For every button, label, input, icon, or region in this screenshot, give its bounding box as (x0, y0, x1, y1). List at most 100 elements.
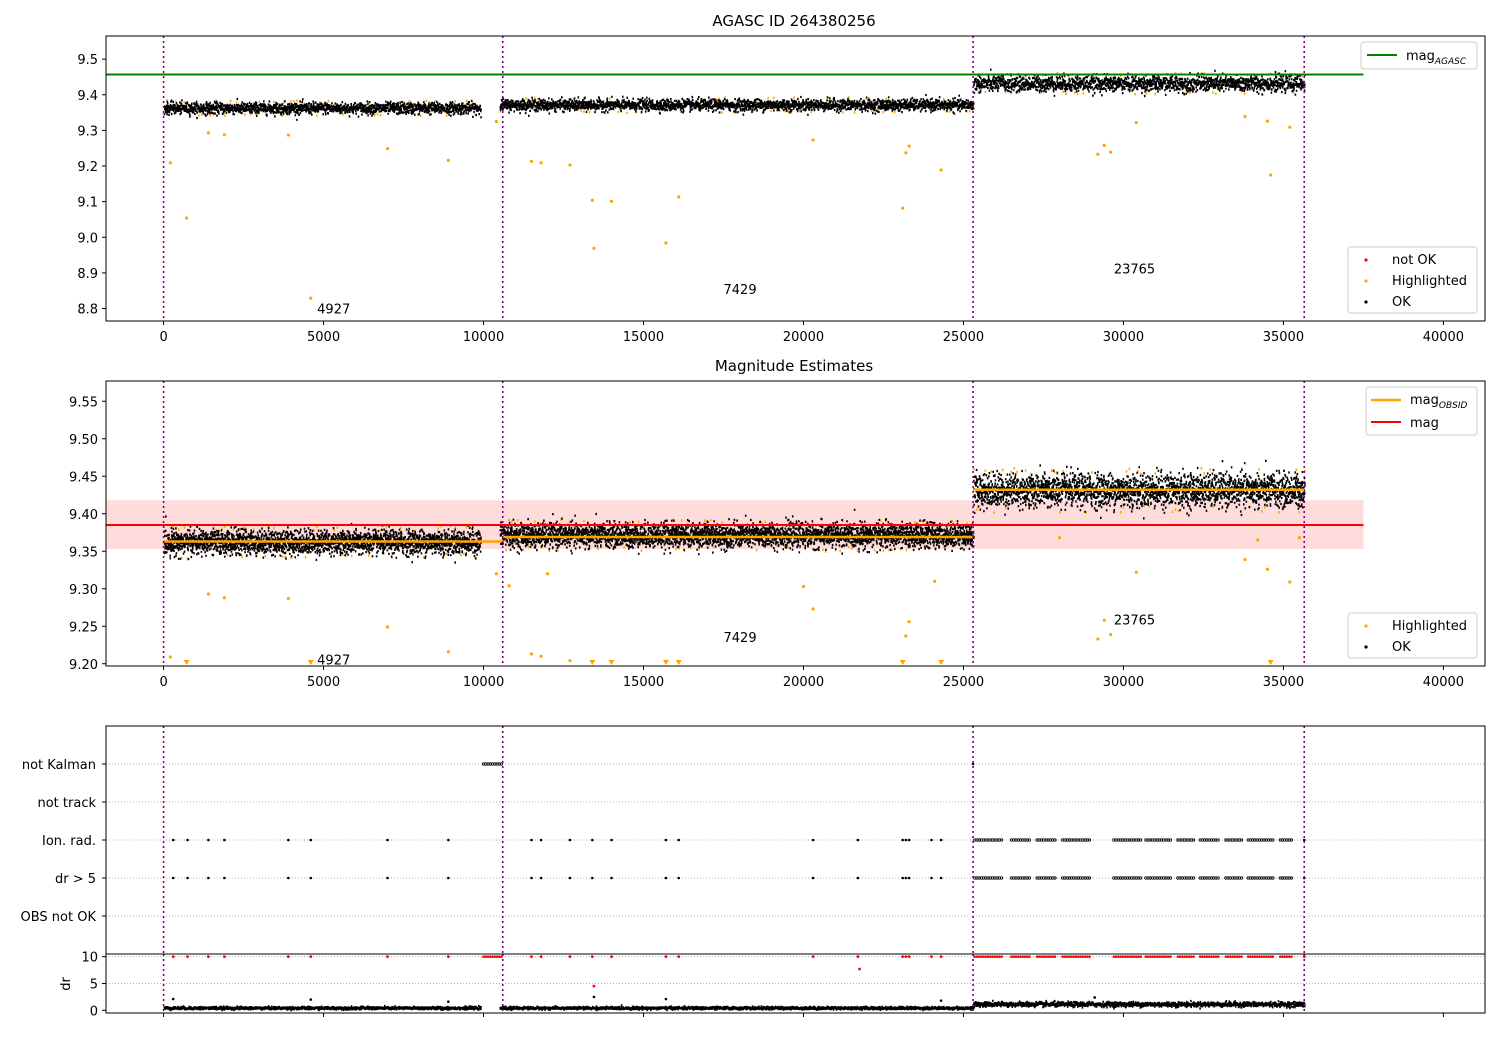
clipped-point-marker (183, 660, 190, 665)
x-tick-label: 20000 (783, 675, 824, 690)
flag-point (1239, 838, 1244, 842)
highlighted-point (1256, 538, 1260, 542)
not-ok-point (1207, 955, 1211, 958)
not-ok-point (986, 955, 990, 958)
highlighted-point (1057, 536, 1062, 540)
not-ok-point (610, 955, 613, 959)
flag-row-label: dr > 5 (55, 872, 96, 887)
flag-point (386, 838, 389, 842)
y-tick-label: 8.8 (77, 303, 98, 318)
not-ok-point (1246, 955, 1250, 958)
flag-point (568, 838, 572, 842)
not-ok-point (1237, 955, 1241, 958)
not-ok-point (1068, 955, 1071, 958)
y-tick-label: 0 (90, 1004, 98, 1019)
flags-panel: not Kalman not track Ion. rad. dr > 5 OBS no… (21, 725, 1486, 955)
flag-point (1027, 838, 1031, 842)
ok-point (171, 997, 175, 1001)
not-ok-point (1028, 955, 1031, 958)
not-ok-point (1203, 955, 1207, 958)
not-ok-point (811, 955, 815, 959)
highlighted-point (677, 195, 681, 199)
x-tick-label: 10000 (463, 330, 504, 345)
not-ok-point (1114, 955, 1118, 958)
x-tick-label: 30000 (1103, 330, 1144, 345)
agasc-plot-area: 4927 7429 23765 (106, 36, 1364, 321)
x-tick-label: 10000 (463, 675, 504, 690)
not-ok-point (1079, 955, 1082, 958)
flag-point (1271, 876, 1275, 880)
highlighted-point (168, 161, 172, 165)
ok-points-series (499, 93, 975, 117)
obsid-label: 4927 (317, 303, 350, 318)
not-ok-point (1264, 955, 1268, 958)
not-ok-point (1290, 955, 1293, 958)
flag-point (904, 876, 908, 880)
y-tick-label: 9.55 (69, 395, 98, 410)
legend-frame (1347, 612, 1478, 659)
highlighted-point (904, 634, 908, 638)
agasc-title: AGASC ID 264380256 (712, 12, 875, 30)
highlighted-point (801, 584, 806, 589)
clipped-point-marker (899, 660, 906, 665)
flag-point (309, 876, 313, 880)
clipped-point-marker (608, 660, 615, 665)
not-ok-point (1019, 955, 1022, 958)
highlighted-point (446, 650, 450, 654)
highlighted-point (1288, 580, 1292, 584)
not-ok-point (186, 955, 189, 959)
not-ok-point (1053, 955, 1057, 958)
x-tick-label: 0 (159, 675, 167, 690)
not-ok-point (592, 984, 596, 988)
not-ok-point (286, 955, 290, 959)
estimates-panel: Magnitude Estimates 4927 7429 23765 0 5000 1… (69, 357, 1486, 690)
not-ok-point (930, 955, 933, 959)
not-ok-point (1153, 955, 1157, 958)
highlighted-point (1096, 637, 1100, 641)
dr-panel: 0 5 10 dr (59, 951, 1486, 1019)
highlighted-point (222, 596, 226, 600)
not-ok-point (1249, 955, 1252, 958)
flag-row-label: OBS not OK (21, 910, 97, 925)
y-tick-label: 9.40 (69, 508, 98, 523)
not-ok-point (1035, 955, 1039, 958)
highlighted-point (907, 620, 911, 624)
not-ok-point (1181, 955, 1184, 958)
ok-point (664, 997, 668, 1001)
flag-point (499, 762, 504, 766)
not-ok-point (1146, 955, 1150, 958)
highlighted-point (385, 146, 390, 151)
legend-label-main: mag (1406, 49, 1435, 64)
not-ok-point (1258, 955, 1261, 958)
not-ok-point (1271, 955, 1275, 958)
not-ok-point (486, 955, 490, 958)
highlighted-point (185, 216, 189, 220)
not-ok-point (1083, 955, 1087, 958)
flag-point (1239, 876, 1244, 880)
flag-point (939, 876, 943, 880)
highlighted-point (1265, 119, 1270, 123)
y-tick-label: 9.3 (77, 124, 98, 139)
not-ok-point (907, 955, 911, 959)
not-ok-point (980, 955, 983, 958)
not-ok-point (1192, 955, 1195, 958)
not-ok-point (590, 955, 594, 959)
not-ok-point (1012, 955, 1016, 958)
flag-point (999, 876, 1004, 880)
not-ok-point (1038, 955, 1041, 958)
not-ok-point (998, 955, 1001, 958)
not-ok-point (1183, 955, 1186, 958)
highlighted-point (904, 151, 908, 155)
flag-point (171, 876, 175, 880)
x-tick-label: 0 (159, 330, 167, 345)
flag-point (539, 876, 543, 880)
not-ok-point (1025, 955, 1029, 958)
obsid-label: 4927 (317, 653, 350, 668)
not-ok-point (1185, 955, 1189, 958)
not-ok-point (1074, 955, 1078, 958)
highlighted-point (494, 119, 498, 124)
not-ok-point (309, 955, 313, 959)
highlighted-point (811, 138, 815, 142)
flags-plot-area (106, 726, 1485, 954)
highlighted-point (1243, 114, 1247, 119)
